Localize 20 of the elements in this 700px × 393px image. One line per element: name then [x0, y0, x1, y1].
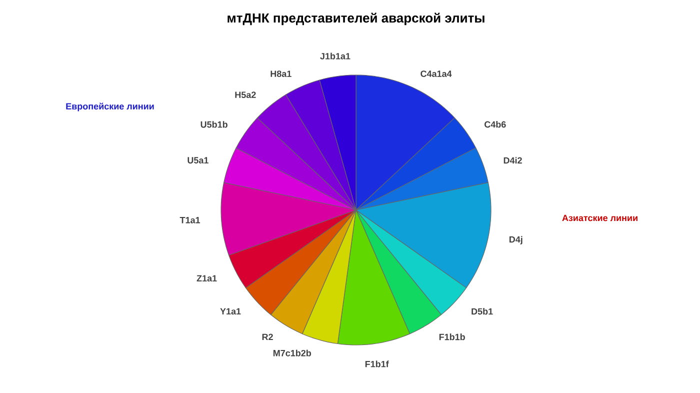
- slice-label: D4i2: [504, 156, 522, 164]
- slice-label: C4a1a4: [420, 70, 452, 77]
- slice-label: J1b1a1: [320, 52, 350, 60]
- slice-label: H5a2: [235, 92, 256, 98]
- slice-label: D4j: [510, 236, 522, 244]
- slice-label: F1b1b: [439, 334, 465, 340]
- slice-label: F1b1f: [365, 360, 389, 368]
- slice-label: R2: [262, 334, 273, 340]
- slice-label: Y1a1: [220, 308, 241, 315]
- slice-label: M7c1b2b: [273, 350, 312, 356]
- slice-label: U5a1: [188, 157, 208, 164]
- text: Европейские линии: [66, 102, 154, 112]
- slice-label: H8a1: [270, 70, 292, 77]
- slice-label: Z1a1: [196, 275, 217, 282]
- slice-label: U5b1b: [200, 121, 228, 128]
- text: Азиатские линии: [562, 214, 638, 222]
- slice-label: T1a1: [180, 217, 200, 224]
- slice-label: D5b1: [472, 308, 493, 315]
- chart-title: мтДНК представителей аварской элиты: [228, 12, 484, 26]
- slice-label: C4b6: [484, 121, 506, 128]
